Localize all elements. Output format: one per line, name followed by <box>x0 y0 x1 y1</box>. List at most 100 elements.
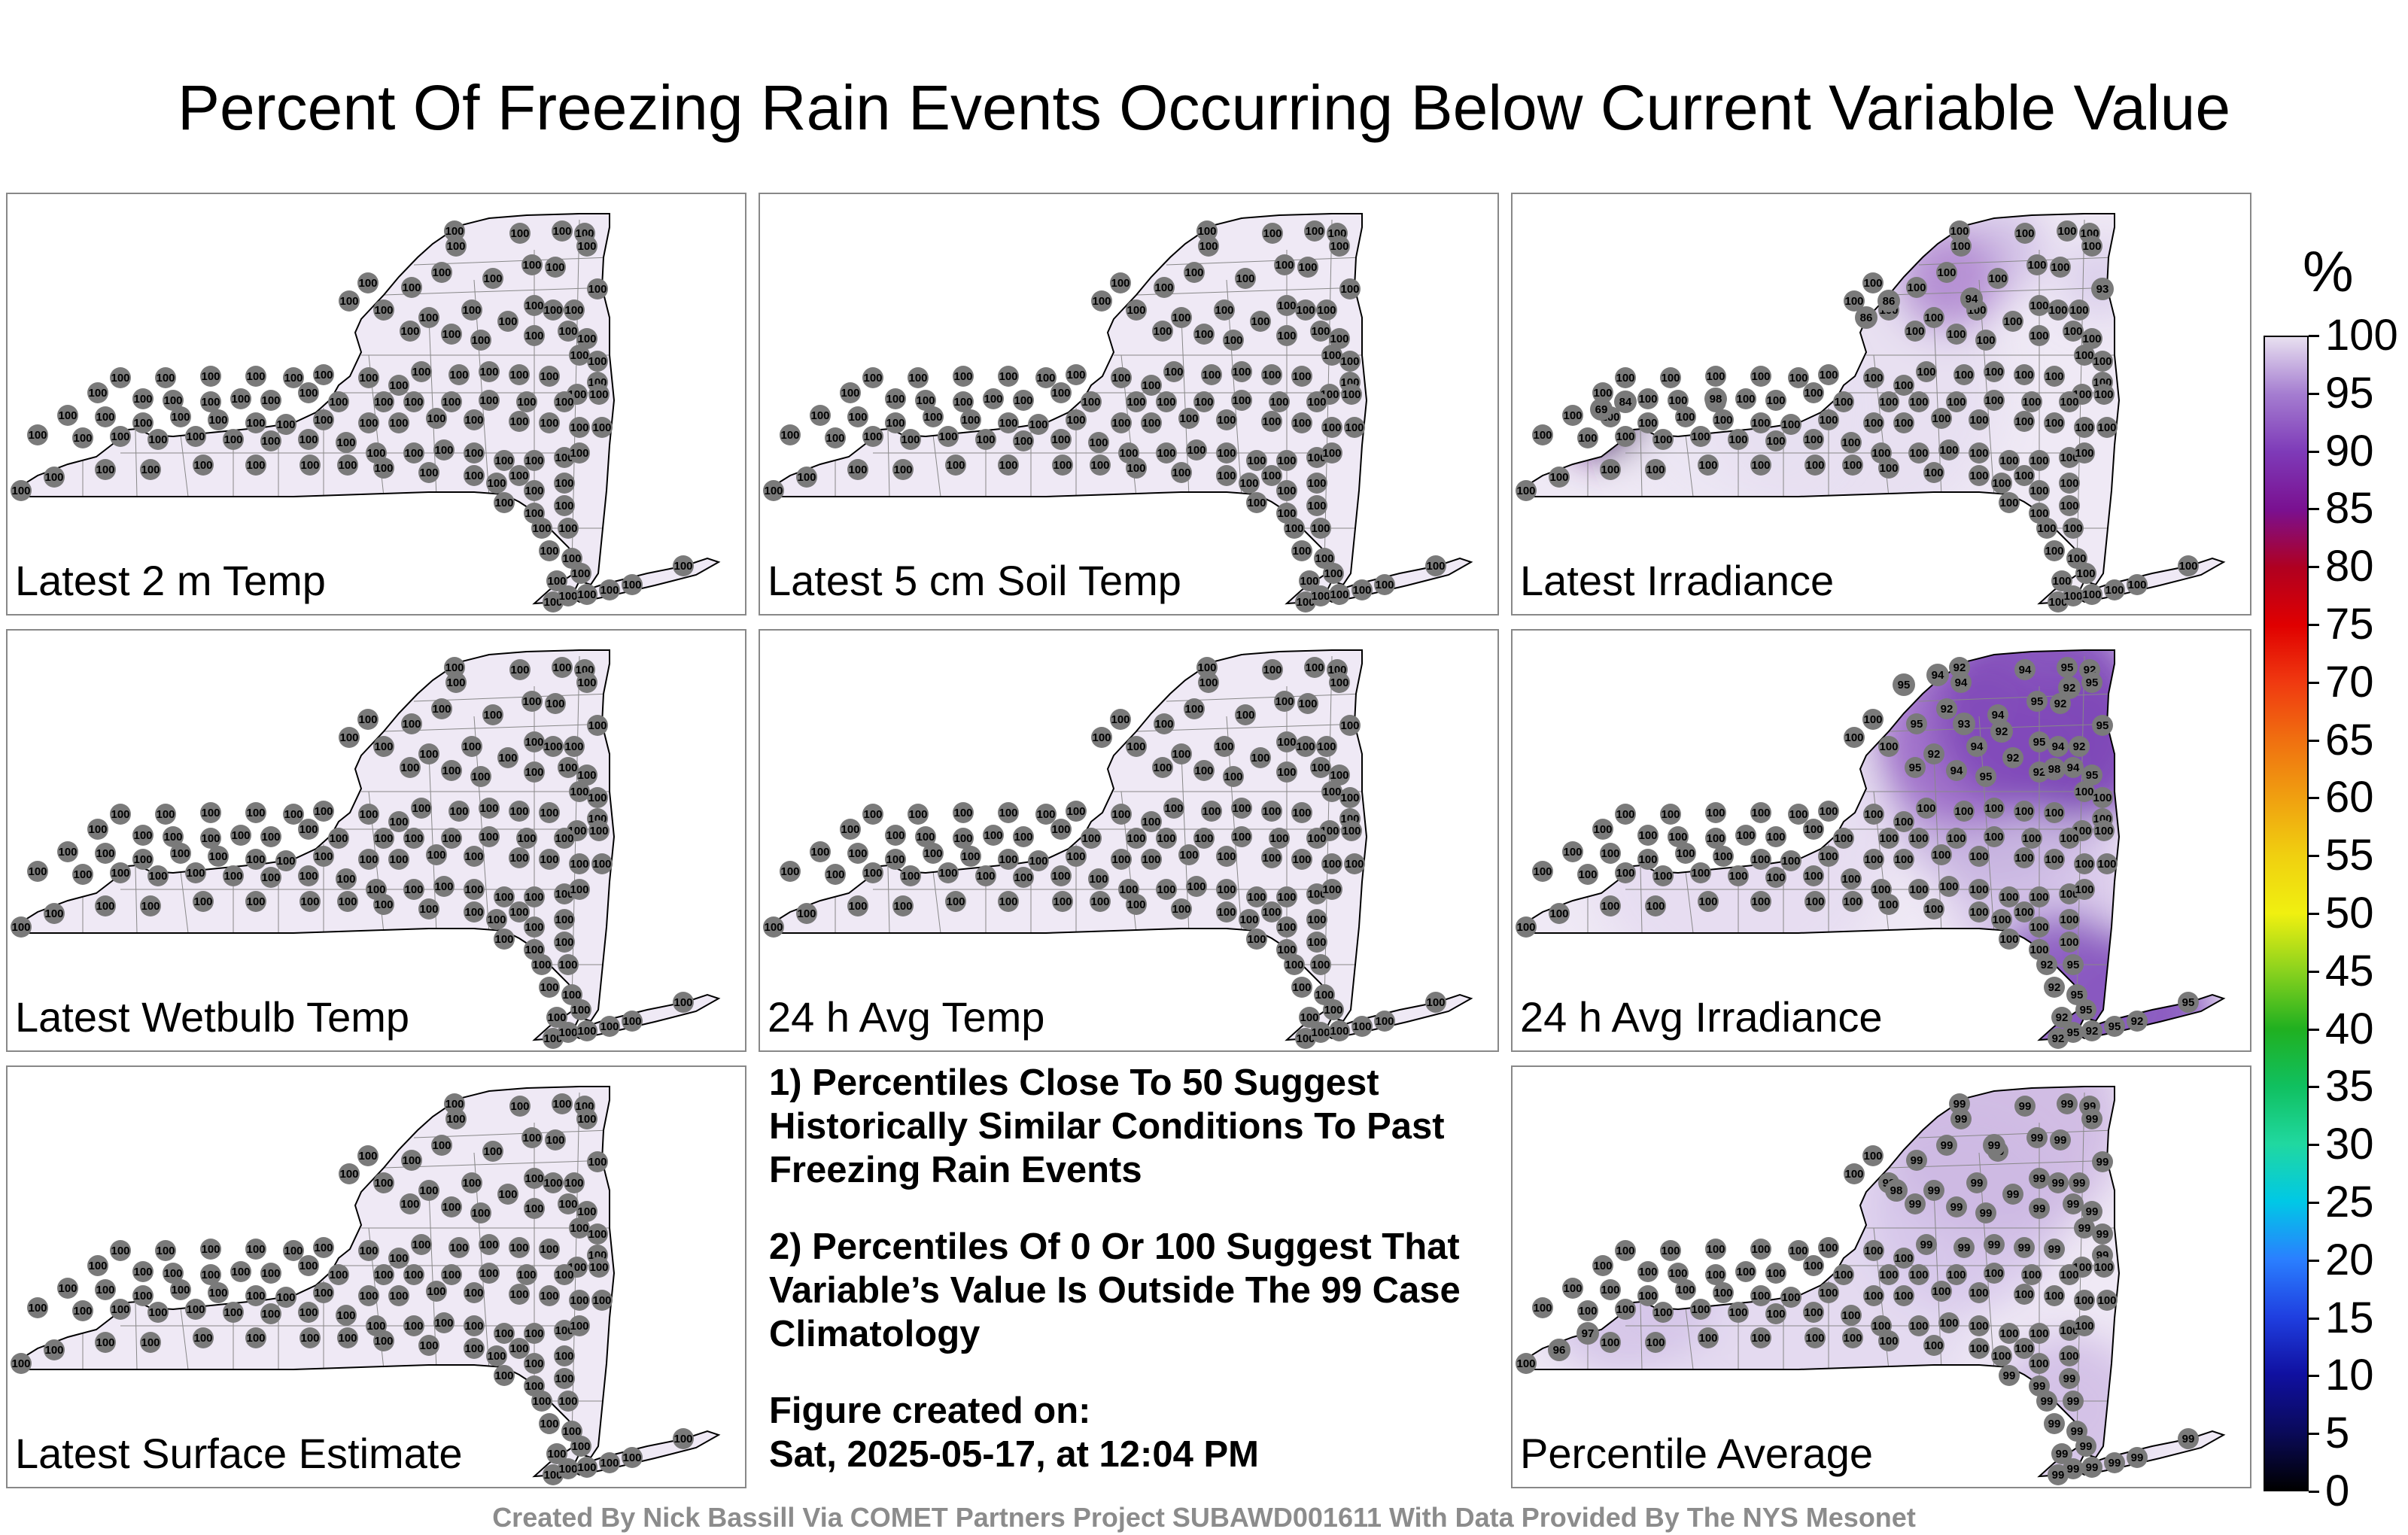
station-value: 100 <box>1691 867 1710 880</box>
station-marker <box>464 1315 485 1336</box>
station-marker <box>132 412 154 433</box>
station-marker <box>998 891 1019 912</box>
station-marker <box>1163 798 1184 819</box>
station-value: 100 <box>1307 936 1326 949</box>
colorbar-tick-label: 75 <box>2325 600 2374 649</box>
station-marker <box>1339 351 1361 372</box>
station-value: 100 <box>1879 832 1898 845</box>
station-marker <box>482 704 503 725</box>
station-marker <box>2092 715 2113 736</box>
station-marker <box>1261 847 1282 868</box>
station-marker <box>1804 1327 1826 1348</box>
station-value: 95 <box>1898 679 1911 692</box>
station-marker <box>2036 954 2057 975</box>
station-value: 100 <box>1917 802 1935 815</box>
station-marker <box>1863 367 1884 388</box>
station-value: 100 <box>589 388 608 401</box>
station-value: 100 <box>1601 1336 1619 1349</box>
station-marker <box>558 585 579 606</box>
colorbar-tick-label: 40 <box>2325 1004 2374 1053</box>
station-marker <box>1878 736 1899 757</box>
station-marker <box>1833 391 1854 412</box>
station-value: 100 <box>479 1239 498 1251</box>
station-value: 100 <box>2075 421 2093 434</box>
station-value: 100 <box>389 417 408 430</box>
station-marker <box>1091 290 1112 312</box>
station-value: 100 <box>509 1342 528 1355</box>
station-marker <box>554 1368 575 1389</box>
station-value: 100 <box>1969 414 1988 427</box>
station-marker <box>1637 412 1659 433</box>
station-marker <box>2044 412 2065 433</box>
station-value: 100 <box>1932 412 1950 425</box>
station-value: 100 <box>1292 417 1311 430</box>
station-value: 100 <box>1819 1242 1838 1254</box>
station-marker <box>313 1237 334 1258</box>
station-value: 100 <box>1992 477 2011 490</box>
station-value: 100 <box>442 328 461 341</box>
station-marker <box>2063 321 2084 342</box>
station-value: 100 <box>1051 387 1070 400</box>
station-marker <box>2014 364 2035 385</box>
station-value: 100 <box>1111 277 1130 290</box>
station-marker <box>2063 518 2084 539</box>
station-value: 99 <box>2096 1156 2109 1169</box>
station-value: 100 <box>2093 792 2112 804</box>
station-value: 100 <box>148 433 167 446</box>
station-value: 94 <box>1950 764 1963 777</box>
station-marker <box>1690 426 1711 447</box>
station-marker <box>193 1327 214 1348</box>
station-marker <box>1576 1322 1599 1345</box>
station-marker <box>200 366 221 387</box>
station-value: 100 <box>1296 740 1315 753</box>
station-value: 100 <box>1330 676 1348 689</box>
station-marker <box>516 391 537 412</box>
station-value: 99 <box>1920 1239 1933 1251</box>
station-value: 100 <box>1426 560 1445 573</box>
station-value: 100 <box>1298 698 1317 710</box>
station-value: 100 <box>1345 858 1364 871</box>
station-value: 100 <box>1277 921 1296 934</box>
station-value: 95 <box>2071 989 2084 1002</box>
station-marker <box>2051 1443 2072 1464</box>
station-marker <box>448 1237 470 1258</box>
station-value: 100 <box>1164 366 1183 378</box>
station-value: 100 <box>445 1098 464 1111</box>
station-marker <box>2044 1413 2065 1434</box>
station-value: 100 <box>442 764 461 777</box>
station-marker <box>1201 364 1222 385</box>
station-marker <box>298 819 319 840</box>
station-marker <box>923 406 944 427</box>
station-marker <box>1652 429 1674 450</box>
station-marker <box>275 1287 296 1308</box>
station-marker <box>464 879 485 900</box>
station-value: 100 <box>494 497 513 509</box>
station-marker <box>1660 367 1681 388</box>
station-marker <box>2074 417 2095 438</box>
station-marker <box>1984 826 2005 847</box>
station-marker <box>110 1240 131 1261</box>
station-value: 84 <box>1619 396 1632 409</box>
station-value: 99 <box>1971 1177 1984 1190</box>
station-marker <box>1291 412 1312 433</box>
station-value: 100 <box>2029 1327 2048 1340</box>
station-value: 100 <box>1676 411 1695 424</box>
station-marker <box>230 1261 251 1282</box>
station-value: 100 <box>1984 831 2003 843</box>
station-marker <box>2063 757 2084 778</box>
station-marker <box>299 891 321 912</box>
station-value: 100 <box>1239 913 1258 926</box>
station-marker <box>2058 676 2081 699</box>
station-marker <box>2050 257 2071 278</box>
station-value: 100 <box>562 1425 581 1438</box>
station-value: 100 <box>2029 891 2048 904</box>
station-value: 100 <box>2094 1261 2113 1274</box>
station-value: 100 <box>2082 333 2101 345</box>
station-marker <box>260 1303 281 1324</box>
station-marker <box>441 760 462 781</box>
station-value: 100 <box>825 868 844 881</box>
station-marker <box>482 268 503 289</box>
station-marker <box>509 364 530 385</box>
station-marker <box>1321 417 1342 438</box>
station-marker <box>313 409 334 430</box>
